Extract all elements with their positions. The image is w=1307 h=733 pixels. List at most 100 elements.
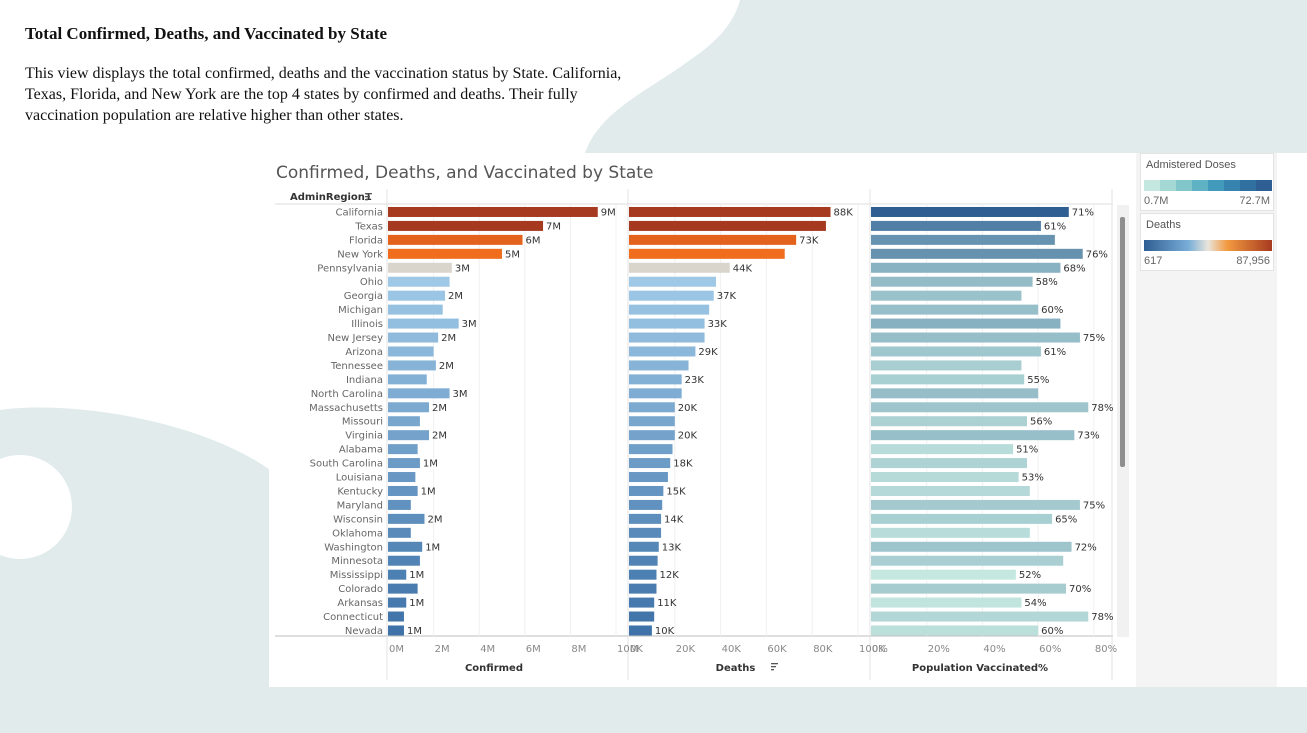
state-label[interactable]: Pennsylvania: [317, 263, 383, 274]
bar[interactable]: [629, 472, 668, 483]
bar[interactable]: [629, 458, 671, 469]
state-label[interactable]: Oklahoma: [332, 528, 383, 539]
bar[interactable]: [629, 499, 663, 510]
state-label[interactable]: North Carolina: [311, 389, 383, 400]
state-label[interactable]: Wisconsin: [333, 514, 383, 525]
bar[interactable]: [629, 304, 710, 315]
state-label[interactable]: Alabama: [339, 445, 383, 456]
bar[interactable]: [629, 611, 655, 622]
bar[interactable]: [388, 318, 459, 329]
deaths-sort-icon[interactable]: [771, 663, 778, 671]
bar[interactable]: [388, 220, 544, 231]
bar[interactable]: [871, 485, 1030, 496]
state-label[interactable]: Nevada: [345, 626, 383, 637]
bar[interactable]: [629, 583, 657, 594]
bar[interactable]: [871, 332, 1080, 343]
bar[interactable]: [871, 444, 1014, 455]
state-label[interactable]: California: [336, 207, 384, 218]
bar[interactable]: [871, 304, 1039, 315]
bar[interactable]: [629, 625, 652, 636]
bar[interactable]: [629, 402, 675, 413]
bar[interactable]: [629, 248, 785, 259]
bar[interactable]: [629, 332, 705, 343]
bar[interactable]: [388, 332, 439, 343]
bar[interactable]: [871, 276, 1033, 287]
bar[interactable]: [871, 583, 1066, 594]
bar[interactable]: [871, 430, 1075, 441]
bar[interactable]: [629, 569, 657, 580]
bar[interactable]: [388, 206, 598, 217]
bar[interactable]: [871, 206, 1069, 217]
bar[interactable]: [388, 290, 445, 301]
bar[interactable]: [629, 234, 797, 245]
bar[interactable]: [388, 374, 427, 385]
bar[interactable]: [871, 374, 1025, 385]
bar[interactable]: [388, 276, 450, 287]
bar[interactable]: [388, 444, 418, 455]
bar[interactable]: [871, 346, 1041, 357]
bar[interactable]: [629, 527, 662, 538]
state-label[interactable]: Missouri: [342, 417, 383, 428]
bar[interactable]: [388, 430, 430, 441]
bar[interactable]: [871, 597, 1022, 608]
bar[interactable]: [388, 262, 452, 273]
bar[interactable]: [629, 220, 826, 231]
bar[interactable]: [629, 206, 831, 217]
state-label[interactable]: Texas: [354, 221, 383, 232]
bar[interactable]: [388, 597, 407, 608]
bar[interactable]: [629, 374, 682, 385]
bar[interactable]: [629, 262, 730, 273]
bar[interactable]: [871, 569, 1016, 580]
bar[interactable]: [871, 513, 1053, 524]
bar[interactable]: [629, 430, 675, 441]
state-label[interactable]: Virginia: [345, 431, 383, 442]
bar[interactable]: [388, 416, 420, 427]
bar[interactable]: [629, 290, 714, 301]
deaths-legend[interactable]: Deaths 617 87,956: [1140, 213, 1274, 271]
bar[interactable]: [871, 360, 1022, 371]
state-label[interactable]: Connecticut: [323, 612, 383, 623]
bar[interactable]: [388, 583, 418, 594]
bar[interactable]: [871, 499, 1080, 510]
state-label[interactable]: New Jersey: [328, 333, 384, 344]
state-label[interactable]: Kentucky: [337, 486, 383, 497]
bar[interactable]: [388, 472, 416, 483]
bar[interactable]: [388, 625, 404, 636]
state-label[interactable]: Indiana: [346, 375, 383, 386]
bar[interactable]: [388, 527, 411, 538]
state-label[interactable]: New York: [337, 249, 383, 260]
state-label[interactable]: Florida: [349, 235, 383, 246]
bar[interactable]: [388, 499, 411, 510]
bar[interactable]: [871, 318, 1061, 329]
bar[interactable]: [871, 611, 1089, 622]
bar[interactable]: [388, 611, 404, 622]
state-label[interactable]: Massachusetts: [309, 403, 383, 414]
bar[interactable]: [871, 541, 1072, 552]
state-label[interactable]: Mississippi: [330, 570, 383, 581]
bar[interactable]: [871, 234, 1055, 245]
state-label[interactable]: Washington: [324, 542, 383, 553]
bar[interactable]: [871, 220, 1041, 231]
bar[interactable]: [629, 513, 662, 524]
bar[interactable]: [871, 472, 1019, 483]
bar[interactable]: [871, 555, 1064, 566]
bar[interactable]: [388, 346, 434, 357]
bar[interactable]: [871, 416, 1027, 427]
bar[interactable]: [629, 346, 696, 357]
bar[interactable]: [629, 360, 689, 371]
bar[interactable]: [388, 402, 430, 413]
state-label[interactable]: Minnesota: [331, 556, 383, 567]
state-label[interactable]: Louisiana: [336, 473, 383, 484]
bar[interactable]: [871, 402, 1089, 413]
state-label[interactable]: Ohio: [360, 277, 383, 288]
bar[interactable]: [629, 597, 655, 608]
bar[interactable]: [388, 569, 407, 580]
bar[interactable]: [388, 555, 420, 566]
doses-legend[interactable]: Admistered Doses 0.7M 72.7M: [1140, 153, 1274, 211]
bar[interactable]: [629, 416, 675, 427]
bar[interactable]: [629, 444, 673, 455]
state-label[interactable]: Illinois: [351, 319, 383, 330]
bar[interactable]: [388, 485, 418, 496]
bar[interactable]: [388, 234, 523, 245]
bar[interactable]: [871, 388, 1039, 399]
